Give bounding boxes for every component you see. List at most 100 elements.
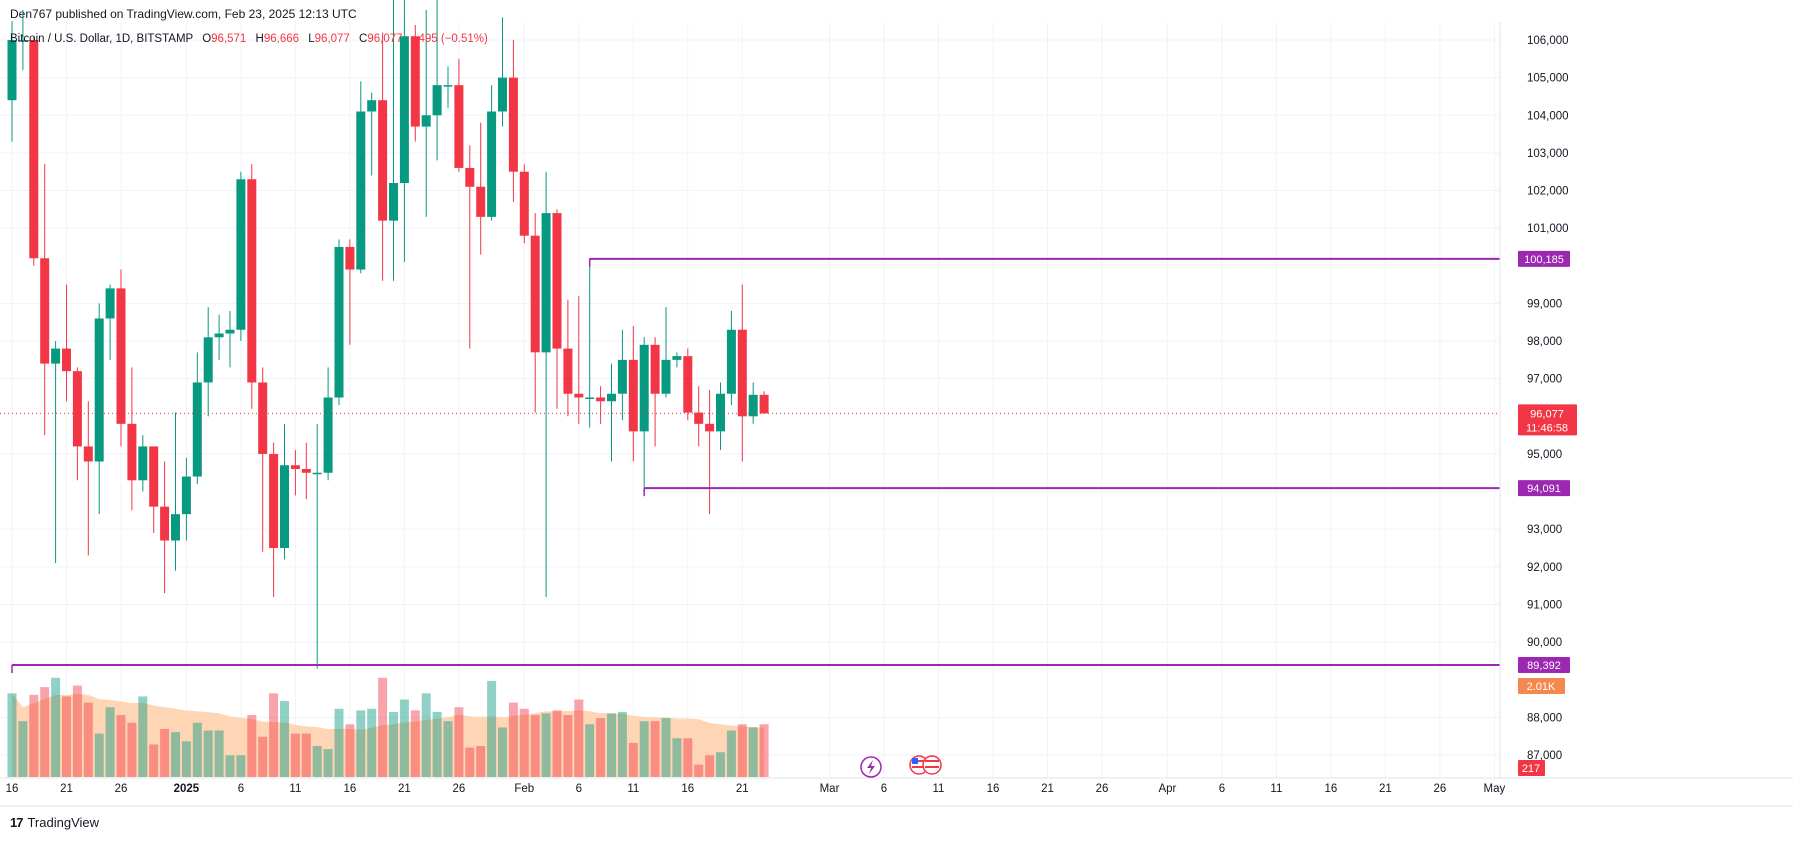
symbol-label[interactable]: Bitcoin / U.S. Dollar, 1D, BITSTAMP (10, 33, 193, 45)
candle-body (7, 40, 17, 101)
x-tick-label: 6 (881, 783, 887, 795)
volume-bar (214, 730, 224, 777)
volume-bar (432, 711, 442, 777)
volume-bar (356, 710, 366, 777)
level-badge (1518, 250, 1570, 267)
volume-bar (552, 710, 562, 777)
y-tick-label: 104,000 (1527, 110, 1569, 122)
volume-bar (116, 715, 126, 777)
high-value: 96,666 (263, 33, 300, 45)
candle-body (705, 423, 715, 432)
volume-bar (607, 713, 616, 777)
low-value: 96,077 (314, 33, 350, 45)
x-tick-label: 11 (1270, 783, 1282, 795)
volume-bar (683, 738, 693, 777)
volume-bar (138, 696, 148, 777)
volume-bar (247, 715, 257, 777)
volume-bar (236, 755, 246, 777)
y-tick-label: 98,000 (1527, 336, 1562, 348)
candle-body (683, 356, 693, 413)
x-tick-label: 11 (627, 783, 639, 795)
candle-body (552, 213, 562, 349)
open-value: 96,571 (211, 33, 247, 45)
lightning-bolt (867, 760, 875, 774)
candle-body (563, 348, 573, 394)
flag-stripe (912, 766, 926, 768)
volume-bar (596, 718, 606, 777)
y-tick-label: 103,000 (1527, 148, 1569, 160)
volume-last-label: 217 (1522, 763, 1540, 775)
candle-body (312, 472, 322, 475)
x-tick-label: 16 (6, 783, 19, 795)
volume-bar (530, 715, 540, 777)
candle-body (465, 167, 475, 187)
x-tick-label: Feb (514, 783, 534, 795)
x-tick-label: 16 (987, 783, 1000, 795)
y-tick-label: 90,000 (1527, 637, 1562, 649)
volume-bar (759, 724, 769, 777)
candle-body (498, 77, 507, 112)
y-tick-label: 105,000 (1527, 73, 1569, 85)
y-tick-label: 97,000 (1527, 374, 1562, 386)
candle-body (487, 111, 497, 217)
candle-body (127, 423, 137, 481)
volume-bar (301, 733, 311, 777)
volume-bar (454, 707, 464, 777)
volume-pane (7, 677, 769, 777)
candle-body (18, 40, 28, 42)
candle-body (628, 359, 638, 432)
candle-body (62, 348, 71, 372)
y-tick-label: 95,000 (1527, 449, 1562, 461)
volume-bar (105, 707, 115, 777)
candle-body (759, 394, 769, 414)
candle-body (171, 514, 180, 541)
candle-body (716, 393, 725, 432)
volume-bar (225, 755, 235, 777)
volume-ma-badge (1518, 678, 1565, 694)
volume-bar (62, 696, 71, 777)
candle-body (737, 329, 747, 417)
level-badge-label: 94,091 (1527, 483, 1561, 495)
x-tick-label: 11 (289, 783, 301, 795)
volume-bar (334, 708, 344, 777)
flag-stripe (925, 766, 939, 768)
y-tick-label: 87,000 (1527, 750, 1562, 762)
y-tick-label: 101,000 (1527, 223, 1569, 235)
usa-flag-events-icon[interactable] (922, 755, 942, 775)
volume-bar (94, 733, 104, 777)
candle-body (116, 288, 126, 424)
x-tick-label: 26 (1434, 783, 1447, 795)
candle-body (454, 85, 464, 168)
candle-body (432, 85, 442, 116)
volume-bar (508, 702, 518, 777)
volume-bar (127, 722, 137, 777)
candle-body (639, 344, 649, 432)
volume-bar (367, 708, 377, 777)
low-label: L (308, 33, 315, 45)
event-icons (860, 755, 942, 778)
candle-body (160, 506, 170, 541)
flag-canton (912, 758, 918, 764)
volume-bar (716, 752, 725, 777)
volume-bar (51, 677, 61, 777)
y-tick-label: 93,000 (1527, 524, 1562, 536)
candle-body (203, 337, 213, 383)
x-tick-label: 21 (60, 783, 73, 795)
candle-body (345, 246, 355, 270)
axes: 106,000 105,000 104,000 103,000 102,000 101,0… (0, 22, 1793, 807)
x-tick-label: 2025 (174, 783, 200, 795)
candle-body (323, 397, 333, 473)
candle-body (399, 36, 409, 183)
volume-bar (476, 746, 486, 777)
candle-body (596, 397, 606, 402)
candle-body (661, 359, 671, 394)
candle-body (410, 36, 420, 127)
volume-bar (72, 685, 82, 777)
candle-series (7, 0, 769, 669)
candle-body (258, 382, 268, 454)
x-tick-label: 6 (238, 783, 244, 795)
volume-bar (650, 721, 660, 777)
volume-bar (280, 701, 289, 777)
tradingview-logo[interactable]: 17 TradingView (10, 815, 99, 830)
